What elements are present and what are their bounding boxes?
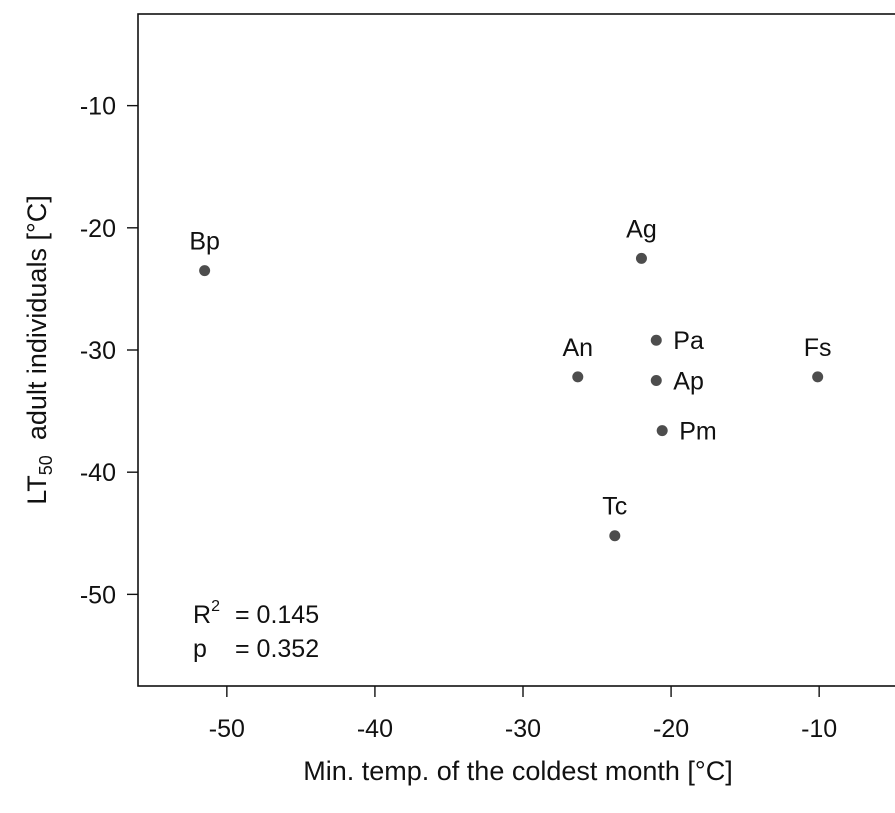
data-points: Bp Ag An Pa Ap Pm Fs Tc	[189, 215, 832, 542]
data-point	[572, 371, 584, 383]
point-label: Pm	[679, 418, 717, 446]
x-tick-label: -50	[209, 715, 245, 743]
y-tick-label: -30	[80, 337, 116, 365]
x-tick-label: -10	[801, 715, 837, 743]
data-point	[656, 425, 668, 437]
data-point	[812, 371, 824, 383]
y-tick-label: -10	[80, 93, 116, 121]
x-axis: -50 -40 -30 -20 -10	[209, 686, 837, 743]
r-squared-value: = 0.145	[235, 601, 319, 629]
data-point	[650, 334, 662, 346]
p-value-label: p	[193, 635, 207, 663]
point-label: Pa	[673, 327, 704, 355]
point-label: Ag	[626, 215, 657, 243]
data-point	[609, 530, 621, 542]
point-label: Ap	[673, 368, 704, 396]
x-tick-label: -40	[357, 715, 393, 743]
y-axis-title-prefix: LT	[22, 475, 52, 505]
x-tick-label: -30	[505, 715, 541, 743]
x-axis-title: Min. temp. of the coldest month [°C]	[303, 756, 732, 786]
y-tick-label: -50	[80, 581, 116, 609]
x-tick-label: -20	[653, 715, 689, 743]
plot-frame	[137, 13, 895, 687]
y-axis: -50 -40 -30 -20 -10	[80, 93, 138, 609]
data-point	[199, 265, 211, 277]
y-axis-title-subscript: 50	[36, 455, 56, 475]
stats-annotation: R2 = 0.145 p = 0.352	[193, 598, 319, 663]
data-point	[650, 375, 662, 387]
y-tick-label: -40	[80, 459, 116, 487]
y-axis-title-suffix: adult individuals [°C]	[22, 195, 52, 455]
r-squared-symbol: R	[193, 601, 211, 629]
p-value-value: = 0.352	[235, 635, 319, 663]
point-label: Fs	[804, 334, 832, 362]
r-squared-label: R2	[193, 598, 220, 629]
point-label: An	[562, 334, 593, 362]
y-tick-label: -20	[80, 215, 116, 243]
data-point	[635, 252, 647, 264]
point-label: Bp	[189, 228, 220, 256]
point-label: Tc	[602, 493, 627, 521]
y-axis-title: LT50 adult individuals [°C]	[22, 195, 56, 504]
r-squared-exponent: 2	[211, 598, 220, 615]
